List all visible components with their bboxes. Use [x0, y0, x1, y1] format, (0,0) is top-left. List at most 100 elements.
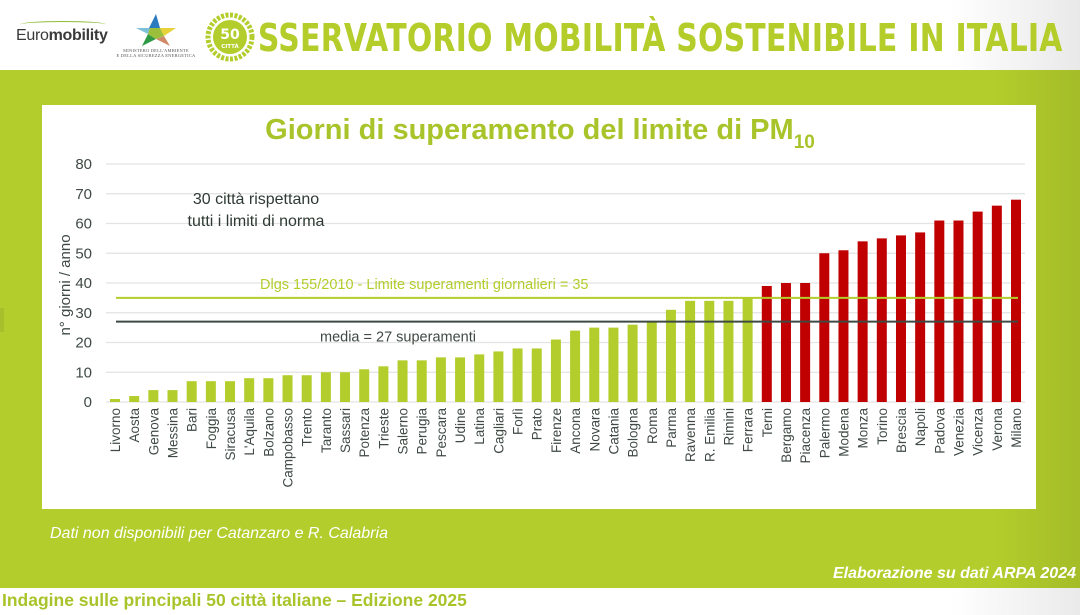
x-tick-label: Genova [146, 408, 161, 456]
x-tick-label: Torino [875, 408, 890, 445]
bar [800, 283, 811, 402]
bar [512, 348, 523, 402]
fifty-cities-badge: 50 CITTÀ [205, 12, 255, 62]
bar [397, 360, 408, 402]
missing-data-note: Dati non disponibili per Catanzaro e R. … [50, 525, 388, 542]
y-tick-label: 10 [75, 364, 92, 381]
footer-text: Indagine sulle principali 50 città itali… [2, 590, 467, 610]
bar [895, 235, 906, 402]
y-tick-label: 50 [75, 245, 92, 262]
chart-title: Giorni di superamento del limite di PM10 [0, 114, 1080, 154]
y-tick-label: 20 [75, 335, 92, 352]
edge-marker [0, 308, 4, 332]
x-tick-label: Parma [664, 408, 679, 448]
bar [665, 309, 676, 402]
bar [263, 378, 274, 402]
x-tick-label: Trieste [376, 408, 391, 449]
x-tick-label: Vicenza [971, 408, 986, 456]
x-tick-label: Campobasso [281, 408, 296, 488]
chart-title-text: Giorni di superamento del limite di PM [265, 114, 794, 146]
bar [646, 321, 657, 402]
bar [589, 327, 600, 402]
bar [282, 375, 293, 402]
bar [570, 330, 581, 402]
mean-label: media = 27 superamenti [320, 330, 476, 346]
x-tick-label: Palermo [817, 408, 832, 458]
y-axis-ticks: 0 10 20 30 40 50 60 70 80 [75, 156, 92, 411]
x-tick-label: Padova [932, 408, 947, 454]
x-tick-label: Perugia [415, 408, 430, 455]
x-tick-label: Rimini [721, 408, 736, 446]
x-tick-label: Prato [530, 408, 545, 440]
bar [129, 396, 140, 402]
ministry-star-icon [136, 14, 176, 46]
x-tick-label: Siracusa [223, 408, 238, 461]
y-tick-label: 70 [75, 186, 92, 203]
bar [301, 375, 312, 402]
logo-swoosh-icon [20, 21, 106, 28]
bar [1011, 199, 1021, 402]
bar [838, 250, 849, 402]
header-bar: Euromobility MINISTERO DELL'AMBIENTE E D… [0, 0, 1080, 70]
bar [435, 357, 446, 402]
bars [110, 199, 1021, 402]
x-tick-label: Trento [300, 408, 315, 447]
x-tick-label: Piacenza [798, 408, 813, 464]
x-tick-label: Bolzano [261, 408, 276, 457]
x-tick-label: Ferrara [741, 408, 756, 453]
bar [915, 232, 926, 402]
bar [627, 324, 638, 402]
bar [186, 381, 197, 402]
bar [742, 297, 753, 402]
bar [934, 220, 945, 402]
x-tick-label: Ancona [568, 408, 583, 454]
x-tick-label: Ravenna [683, 408, 698, 463]
bar [819, 253, 830, 402]
bar [991, 205, 1002, 402]
bar [780, 283, 791, 402]
x-tick-label: Verona [990, 408, 1005, 451]
x-tick-label: Taranto [319, 408, 334, 453]
x-tick-label: Pescara [434, 408, 449, 458]
x-tick-label: Roma [645, 408, 660, 445]
y-tick-label: 40 [75, 275, 92, 292]
observatory-title: SSERVATORIO MOBILITÀ SOSTENIBILE IN ITAL… [258, 16, 1063, 60]
bar [378, 366, 389, 402]
logo-text-prefix: Euro [16, 27, 49, 44]
x-tick-label: Latina [472, 408, 487, 445]
chart-title-subscript: 10 [793, 132, 815, 153]
x-tick-label: Sassari [338, 408, 353, 453]
x-tick-label: Salerno [396, 408, 411, 455]
x-tick-label: Firenze [549, 408, 564, 453]
bar [225, 381, 236, 402]
y-axis-label: n° giorni / anno [57, 234, 74, 335]
x-tick-label: Udine [453, 408, 468, 443]
x-tick-label: Catania [606, 408, 621, 455]
bar [704, 300, 715, 402]
annotation-line-1: 30 città rispettano [193, 191, 319, 208]
bar [550, 339, 561, 402]
x-tick-label: Terni [760, 408, 775, 437]
y-tick-label: 0 [84, 394, 92, 411]
x-tick-label: L'Aquila [242, 408, 257, 456]
limit-label: Dlgs 155/2010 - Limite superamenti giorn… [260, 277, 588, 293]
badge-ring-icon: 50 CITTÀ [205, 12, 255, 62]
x-tick-label: Modena [836, 408, 851, 457]
bar [972, 211, 983, 402]
bar [205, 381, 216, 402]
annotation-line-2: tutti i limiti di norma [188, 213, 325, 230]
y-tick-label: 80 [75, 156, 92, 173]
x-tick-label: Cagliari [491, 408, 506, 454]
chart-panel [42, 105, 1036, 509]
grid-lines [106, 163, 1025, 403]
x-tick-label: Messina [166, 408, 181, 459]
footer-bar: Indagine sulle principali 50 città itali… [0, 588, 1080, 615]
ministry-caption-line1: MINISTERO DELL'AMBIENTE [123, 48, 189, 53]
y-tick-label: 60 [75, 216, 92, 233]
bar [110, 399, 120, 402]
x-tick-label: Bari [185, 408, 200, 432]
x-tick-label: Monza [856, 408, 871, 449]
source-note: Elaborazione su dati ARPA 2024 [832, 565, 1076, 582]
bar [244, 378, 255, 402]
